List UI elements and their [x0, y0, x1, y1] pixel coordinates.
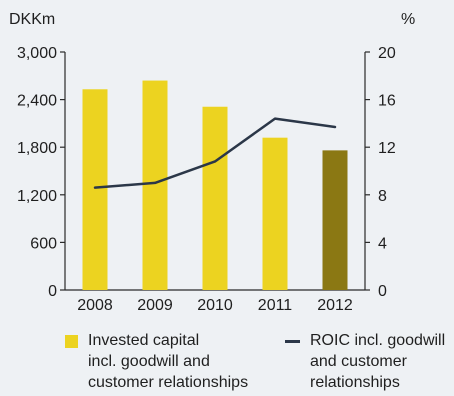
right-tick-label: 16 [378, 93, 396, 110]
bar-2012 [322, 150, 348, 290]
right-axis-unit: % [401, 11, 416, 28]
right-tick-label: 12 [378, 140, 396, 157]
x-tick-label: 2008 [77, 297, 113, 314]
left-tick-label: 1,200 [17, 188, 57, 205]
left-tick-label: 2,400 [17, 93, 57, 110]
bar-2010 [202, 106, 228, 291]
legend-line-label: ROIC incl. goodwill and customer relatio… [310, 332, 446, 391]
left-tick-label: 1,800 [17, 140, 57, 157]
bar-2011 [262, 137, 288, 290]
right-tick-label: 0 [378, 283, 387, 300]
legend-line-swatch [285, 340, 300, 343]
left-tick-label: 3,000 [17, 45, 57, 62]
x-tick-label: 2012 [317, 297, 353, 314]
bar-2009 [142, 80, 168, 290]
x-tick-label: 2011 [258, 297, 293, 314]
x-tick-label: 2010 [197, 297, 233, 314]
legend-bar-label: Invested capital incl. goodwill and cust… [88, 332, 249, 391]
left-tick-label: 0 [48, 283, 57, 300]
right-tick-label: 20 [378, 45, 396, 62]
right-tick-label: 4 [378, 235, 387, 252]
bar-2008 [82, 89, 108, 290]
left-tick-label: 600 [30, 235, 57, 252]
x-tick-label: 2009 [137, 297, 173, 314]
legend-bar-swatch [65, 335, 78, 348]
left-axis-unit: DKKm [9, 11, 56, 28]
right-tick-label: 8 [378, 188, 387, 205]
